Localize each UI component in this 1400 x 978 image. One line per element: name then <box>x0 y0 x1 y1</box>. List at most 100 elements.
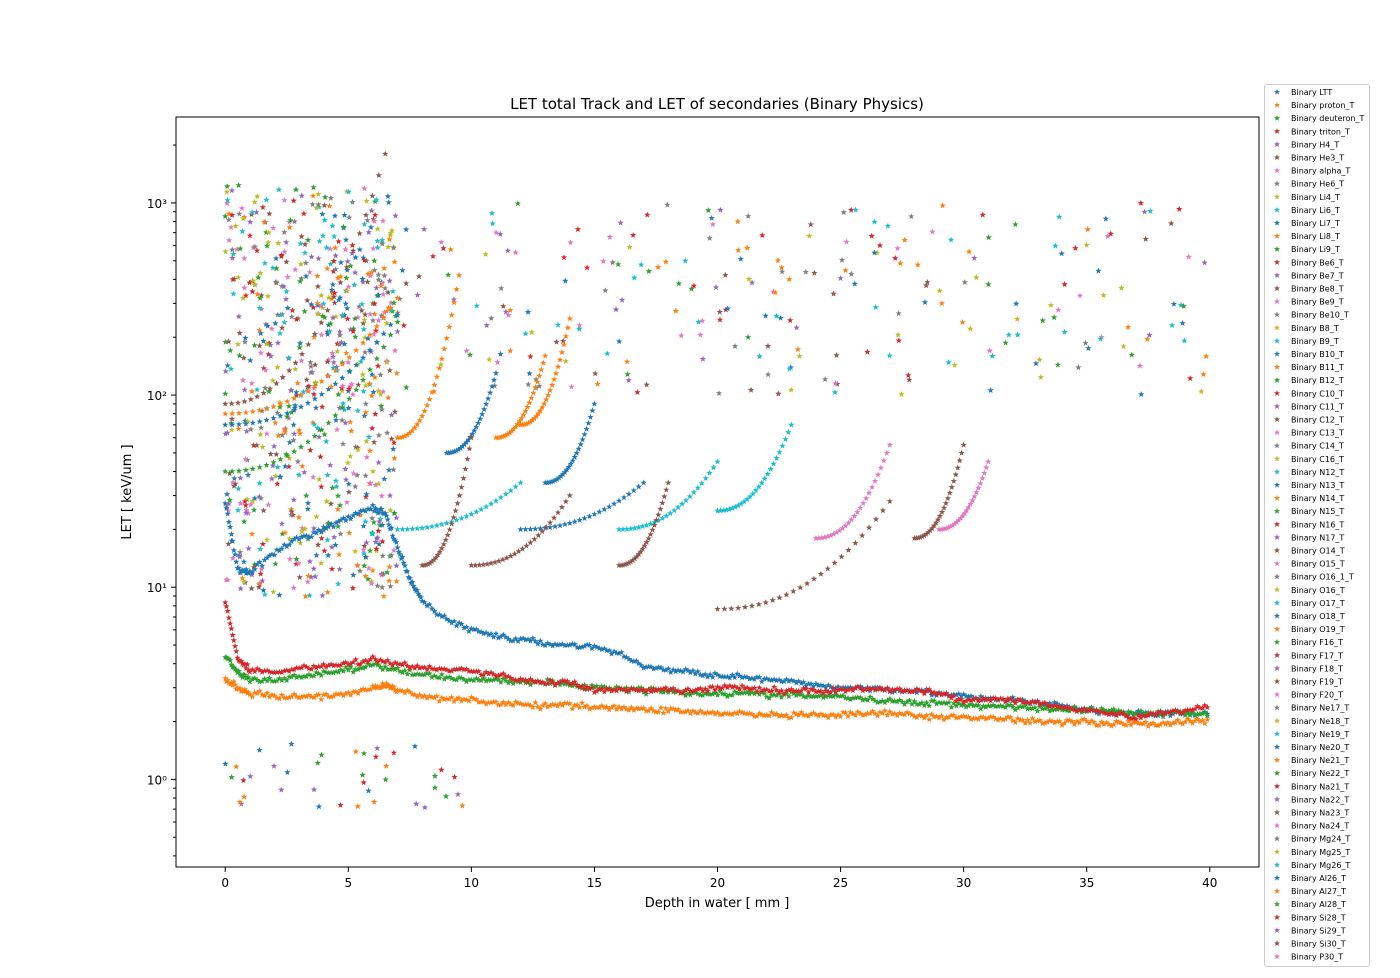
data-point <box>371 798 378 805</box>
legend-label: Binary Li4_T <box>1291 193 1340 202</box>
data-point <box>226 470 233 477</box>
series-point <box>726 674 733 681</box>
series-point <box>689 689 696 696</box>
data-point <box>434 551 441 558</box>
legend-label: Binary O14_T <box>1291 547 1345 556</box>
data-point <box>767 465 774 472</box>
data-point <box>241 793 248 800</box>
series-point <box>859 711 866 718</box>
data-point <box>277 473 284 480</box>
series-point <box>529 703 536 710</box>
series-point <box>901 711 908 718</box>
series-point <box>670 705 677 712</box>
series-point <box>436 674 443 681</box>
series-point <box>1098 718 1105 725</box>
data-point <box>364 278 371 285</box>
series-point <box>313 669 320 676</box>
series-point <box>330 692 337 699</box>
legend-marker <box>1274 861 1280 868</box>
series-point <box>923 687 930 694</box>
series-point <box>259 691 266 698</box>
data-point <box>451 448 458 455</box>
data-point <box>1168 322 1176 328</box>
series-point <box>1130 719 1137 725</box>
data-point <box>373 355 380 362</box>
data-point <box>275 239 282 246</box>
series-point <box>485 631 492 638</box>
data-point <box>377 371 384 378</box>
data-point <box>377 391 384 397</box>
data-point <box>500 433 507 439</box>
series-point <box>894 698 901 705</box>
data-point <box>794 346 802 353</box>
series-point <box>854 694 861 701</box>
data-point <box>301 308 308 315</box>
series-point <box>1049 717 1056 724</box>
series-point <box>778 678 785 685</box>
series-point <box>1078 716 1085 723</box>
series-point <box>606 686 613 693</box>
series-point <box>677 708 684 715</box>
series-point <box>497 671 504 678</box>
series-point <box>955 690 962 697</box>
data-point <box>564 324 571 331</box>
series-point <box>335 518 342 525</box>
data-point <box>560 254 568 261</box>
series-point <box>1034 707 1041 714</box>
series-point <box>441 612 448 619</box>
data-point <box>243 566 250 573</box>
series-point <box>388 524 395 531</box>
data-point <box>450 514 457 521</box>
data-point <box>366 366 374 373</box>
series-point <box>512 698 519 705</box>
data-point <box>375 291 382 298</box>
series-point <box>620 703 628 710</box>
series-point <box>788 686 795 692</box>
series-point <box>724 673 731 680</box>
data-point <box>463 513 470 519</box>
series-point <box>372 660 379 667</box>
data-point <box>355 381 362 388</box>
series-point <box>812 693 820 700</box>
series-point <box>1100 706 1108 713</box>
series-point <box>618 649 625 656</box>
data-point <box>342 476 350 483</box>
data-point <box>554 509 562 516</box>
data-point <box>272 320 279 327</box>
data-point <box>1005 331 1012 338</box>
series-point <box>849 694 856 701</box>
series-point <box>761 675 768 682</box>
data-point <box>228 211 236 218</box>
data-point <box>950 477 957 484</box>
data-point <box>793 324 800 331</box>
series-point <box>820 712 827 719</box>
data-point <box>272 560 279 567</box>
legend-item: Binary F16_T <box>1274 638 1343 647</box>
data-point <box>508 427 515 434</box>
series-point <box>1115 710 1122 717</box>
data-point <box>399 526 406 532</box>
series-point <box>276 668 283 675</box>
legend-item: Binary F17_T <box>1274 651 1343 660</box>
series-point <box>390 684 397 691</box>
series-point <box>389 662 396 668</box>
series-point <box>746 675 753 682</box>
series-point <box>359 658 367 665</box>
series-point <box>810 686 817 693</box>
data-point <box>325 372 332 379</box>
data-point <box>324 328 331 335</box>
data-point <box>288 409 295 416</box>
series-point <box>1086 706 1093 713</box>
data-point <box>378 571 385 578</box>
data-point <box>297 539 304 546</box>
legend-label: Binary O16_1_T <box>1291 573 1354 582</box>
data-point <box>330 293 338 300</box>
data-point <box>1142 235 1149 242</box>
series-point <box>281 675 288 682</box>
data-point <box>359 275 366 282</box>
series-point <box>1201 702 1208 709</box>
series-point <box>1061 719 1068 726</box>
legend-label: Binary He6_T <box>1291 180 1344 189</box>
data-point <box>375 172 382 178</box>
data-point <box>233 246 241 252</box>
